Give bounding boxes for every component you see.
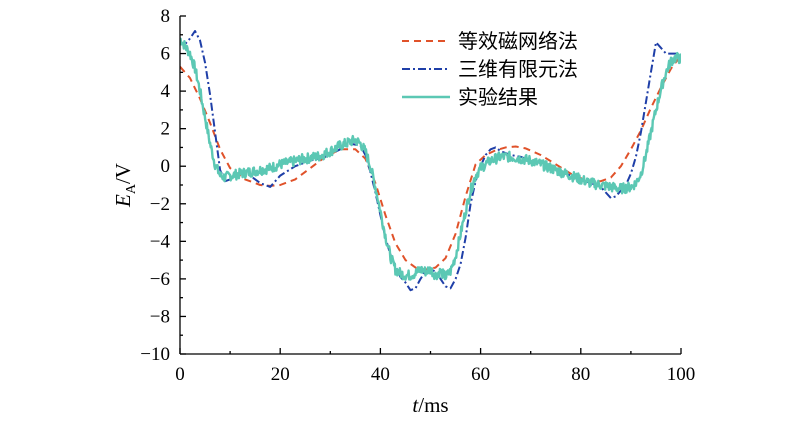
- y-tick-label: −8: [150, 306, 170, 327]
- y-tick-label: 2: [161, 119, 171, 140]
- x-tick-label: 100: [667, 364, 696, 385]
- legend-label-1: 等效磁网络法: [458, 29, 578, 53]
- y-axis-label: EA/V: [111, 163, 139, 208]
- x-tick-label: 40: [371, 364, 390, 385]
- x-tick-label: 60: [471, 364, 490, 385]
- series-line-3: [180, 37, 681, 281]
- y-tick-label: 4: [161, 81, 171, 102]
- y-tick-label: 6: [161, 44, 171, 65]
- series-layer: [180, 30, 681, 292]
- legend-label-2: 三维有限元法: [458, 57, 578, 81]
- x-axis-label: t/ms: [412, 393, 448, 417]
- x-tick-label: 20: [271, 364, 290, 385]
- y-tick-label: −6: [150, 269, 170, 290]
- series-line-1: [180, 54, 681, 271]
- x-tick-label: 0: [175, 364, 185, 385]
- legend-label-3: 实验结果: [458, 85, 538, 109]
- y-tick-label: −4: [150, 231, 171, 252]
- y-tick-label: 0: [161, 156, 171, 177]
- y-tick-label: 8: [161, 6, 171, 27]
- plot-area: [180, 30, 681, 292]
- x-tick-label: 80: [571, 364, 590, 385]
- axis-labels: t/ms EA/V: [111, 163, 449, 417]
- series-line-2: [180, 30, 681, 292]
- y-tick-label: −10: [140, 344, 170, 365]
- y-tick-label: −2: [150, 194, 170, 215]
